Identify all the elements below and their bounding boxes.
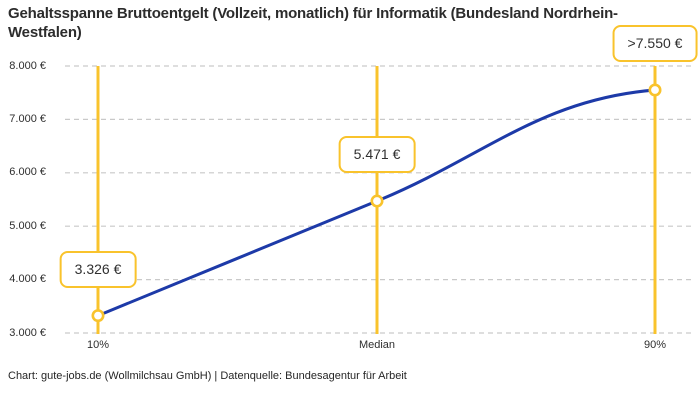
x-axis-tick-10pct: 10% — [86, 339, 110, 351]
value-label-90pct: >7.550 € — [612, 25, 698, 63]
y-axis-tick: 4.000 € — [9, 273, 46, 286]
chart-title: Gehaltsspanne Bruttoentgelt (Vollzeit, m… — [8, 5, 618, 41]
data-point-marker — [370, 194, 384, 208]
data-point-marker — [648, 83, 662, 97]
y-axis-tick: 3.000 € — [9, 326, 46, 339]
x-axis-tick-median: Median — [358, 339, 396, 351]
y-axis-tick: 6.000 € — [9, 166, 46, 179]
y-axis-tick: 7.000 € — [9, 112, 46, 125]
data-point-marker — [91, 309, 105, 323]
value-label-median: 5.471 € — [338, 136, 416, 174]
y-axis-tick: 8.000 € — [9, 59, 46, 72]
x-axis-tick-90pct: 90% — [643, 339, 667, 351]
source-attribution: Chart: gute-jobs.de (Wollmilchsau GmbH) … — [8, 370, 407, 382]
y-axis-tick: 5.000 € — [9, 219, 46, 232]
value-label-10pct: 3.326 € — [59, 250, 137, 288]
